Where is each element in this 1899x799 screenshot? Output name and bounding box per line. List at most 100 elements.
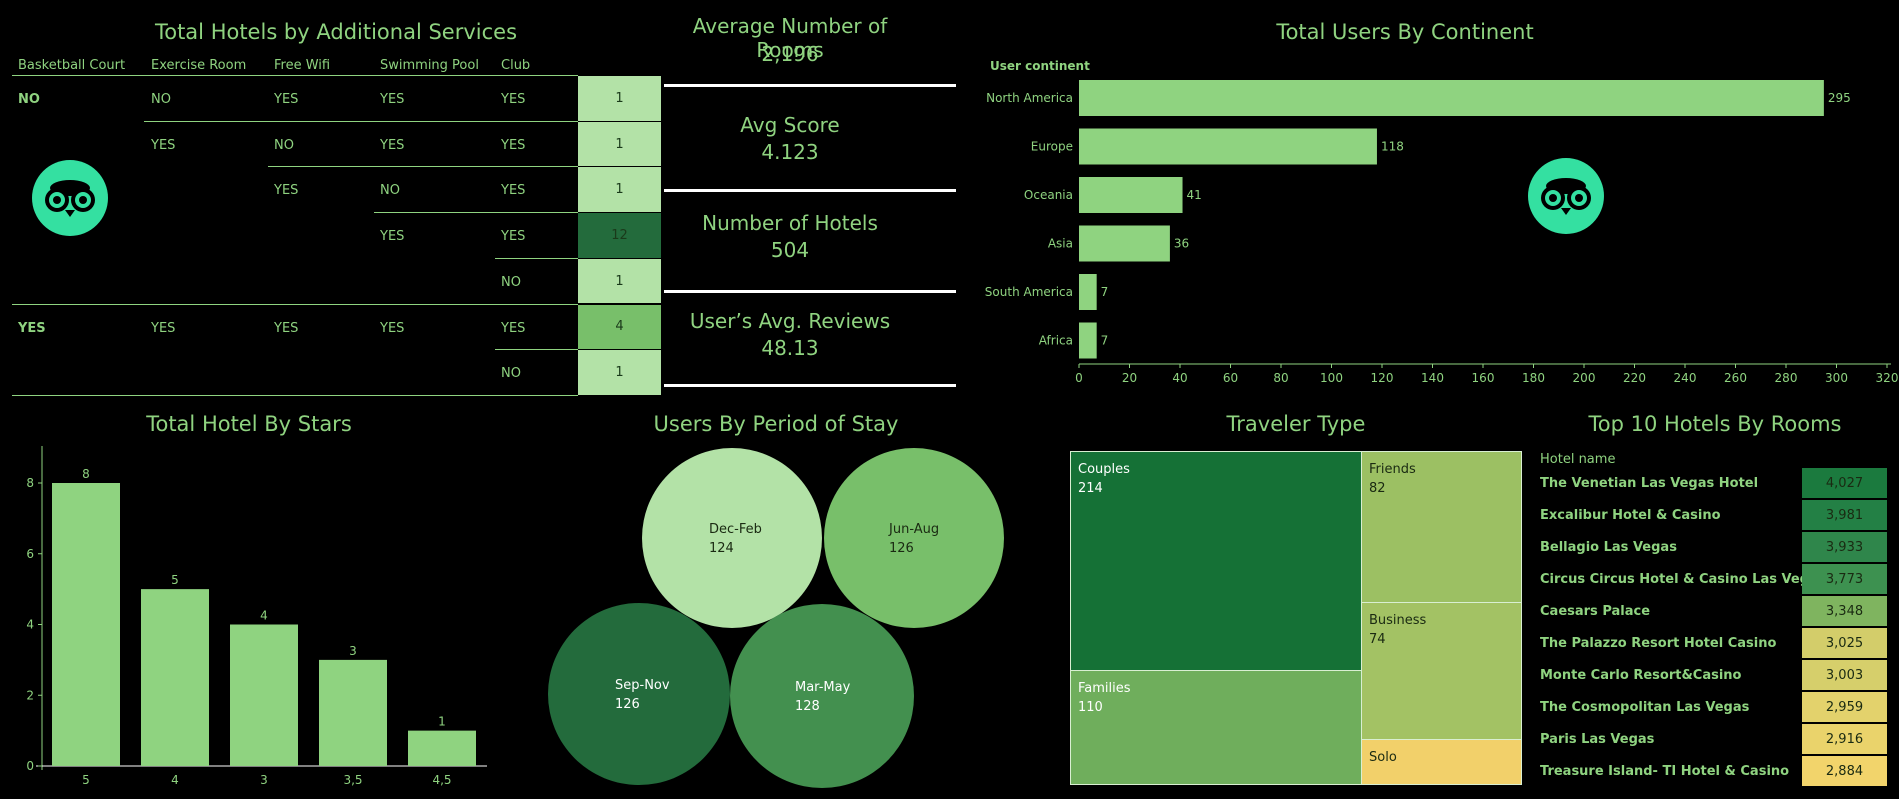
kpi-label: User’s Avg. Reviews (689, 309, 891, 333)
bubble-name: Sep-Nov (615, 678, 670, 693)
stars-title: Total Hotel By Stars (146, 412, 352, 436)
services-header-cell: Club (501, 58, 531, 73)
stars-value-label: 3 (349, 644, 357, 658)
bubble-value: 128 (795, 699, 820, 714)
period-title: Users By Period of Stay (653, 412, 899, 436)
cell-value: 74 (1369, 632, 1386, 647)
services-cell-exercise: YES (151, 320, 176, 336)
bubble-sep-nov (548, 603, 730, 785)
kpi-divider (664, 84, 956, 87)
stars-bar (141, 589, 209, 766)
cell-value: 214 (1078, 481, 1103, 496)
continent-x-tick-label: 120 (1371, 371, 1394, 385)
continent-value-label: 36 (1174, 237, 1189, 251)
services-header-cell: Exercise Room (151, 58, 247, 73)
stars-category-label: 3,5 (343, 773, 362, 787)
kpi-label: Avg Score (740, 113, 840, 137)
stars-bar (408, 730, 476, 766)
kpi-divider (664, 384, 956, 387)
continent-bar (1079, 274, 1097, 310)
services-header-cell: Free Wifi (274, 58, 331, 73)
continent-x-tick-label: 40 (1172, 371, 1187, 385)
stars-value-label: 1 (438, 715, 446, 729)
stars-value-label: 8 (82, 467, 90, 481)
row-divider (495, 349, 578, 351)
services-count-cell: 1 (578, 350, 661, 395)
top10-hotel-name: Treasure Island- TI Hotel & Casino (1540, 764, 1790, 779)
services-cell-club: NO (501, 366, 521, 382)
services-cell-basketball: NO (18, 92, 40, 107)
row-divider (374, 212, 578, 214)
continent-value-label: 41 (1187, 188, 1202, 202)
top10-room-count: 3,025 (1802, 628, 1887, 658)
cell-label: Couples (1078, 462, 1130, 477)
continent-x-tick-label: 200 (1573, 371, 1596, 385)
services-cell-pool: YES (380, 92, 405, 107)
services-count-cell: 4 (578, 304, 661, 350)
continent-category-label: Africa (1039, 334, 1073, 348)
services-cell-wifi: YES (274, 92, 299, 107)
bubble-name: Dec-Feb (709, 522, 762, 537)
services-count-cell: 1 (578, 121, 661, 167)
row-divider (12, 75, 578, 76)
bubble-jun-aug (824, 448, 1004, 628)
top10-hotel-name: Circus Circus Hotel & Casino Las Vegas (1540, 572, 1826, 587)
services-cell-wifi: YES (274, 320, 299, 336)
services-header-cell: Basketball Court (18, 58, 126, 73)
stars-y-tick-label: 0 (26, 759, 34, 773)
bubble-label: Dec-Feb 124 (709, 520, 762, 558)
continent-x-tick-label: 140 (1421, 371, 1444, 385)
stars-value-label: 5 (171, 573, 179, 587)
stars-y-tick-label: 8 (26, 476, 34, 490)
services-cell-wifi: YES (274, 183, 299, 199)
top10-hotel-name: The Venetian Las Vegas Hotel (1540, 476, 1759, 491)
tripadvisor-logo-icon (32, 160, 108, 236)
bubble-name: Jun-Aug (889, 522, 940, 537)
continent-x-tick-label: 60 (1223, 371, 1238, 385)
continent-x-tick-label: 0 (1075, 371, 1083, 385)
continent-category-label: Oceania (1024, 188, 1073, 202)
services-title: Total Hotels by Additional Services (154, 20, 518, 44)
top10-hotel-name: The Cosmopolitan Las Vegas (1540, 700, 1750, 715)
top10-header: Hotel name (1540, 452, 1616, 467)
stars-category-label: 5 (82, 773, 90, 787)
top10-hotel-name: The Palazzo Resort Hotel Casino (1540, 636, 1777, 651)
stars-y-tick-label: 2 (26, 688, 34, 702)
bubble-value: 124 (709, 541, 734, 556)
services-cell-wifi: NO (274, 137, 294, 153)
bubble-mar-may (730, 604, 914, 788)
continent-bar (1079, 225, 1170, 262)
services-cell-exercise: YES (151, 137, 176, 153)
kpi-label: Number of Hotels (702, 211, 878, 235)
bubble-label: Jun-Aug 126 (889, 520, 939, 558)
stars-value-label: 4 (260, 609, 268, 623)
kpi-value: 48.13 (761, 336, 819, 360)
continent-bar-chart: North America 295 Europe 118 Oceania 41 Asia 36… (985, 80, 1898, 385)
continent-bar (1079, 322, 1097, 359)
cell-label: Business (1369, 613, 1427, 628)
stars-bar (52, 483, 120, 766)
top10-hotel-name: Bellagio Las Vegas (1540, 540, 1677, 555)
services-cell-club: YES (501, 229, 526, 245)
top10-room-count: 3,348 (1802, 596, 1887, 626)
continent-x-tick-label: 260 (1724, 371, 1747, 385)
tripadvisor-logo-icon (1528, 158, 1604, 234)
services-header-cell: Swimming Pool (380, 58, 479, 73)
top10-hotel-name: Caesars Palace (1540, 604, 1651, 619)
services-cell-club: YES (501, 320, 526, 336)
top10-hotel-name: Monte Carlo Resort&Casino (1540, 668, 1742, 683)
row-divider (495, 257, 578, 259)
services-count-cell: 12 (578, 213, 661, 258)
stars-category-label: 4,5 (432, 773, 451, 787)
continent-bar (1079, 80, 1824, 116)
top10-room-count: 3,981 (1802, 500, 1887, 530)
treemap-cell-couples: Couples 214 (1070, 451, 1362, 671)
kpi-divider (664, 189, 956, 192)
stars-bar-chart: 0 2 4 6 8 8 5 5 4 4 3 3 3,5 1 4,5 (26, 446, 487, 787)
top10-hotel-name: Paris Las Vegas (1540, 732, 1655, 747)
row-divider (12, 394, 578, 396)
continent-value-label: 295 (1828, 91, 1851, 105)
top10-room-count: 2,916 (1802, 724, 1887, 754)
cell-label: Families (1078, 681, 1131, 696)
continent-value-label: 118 (1381, 140, 1404, 154)
